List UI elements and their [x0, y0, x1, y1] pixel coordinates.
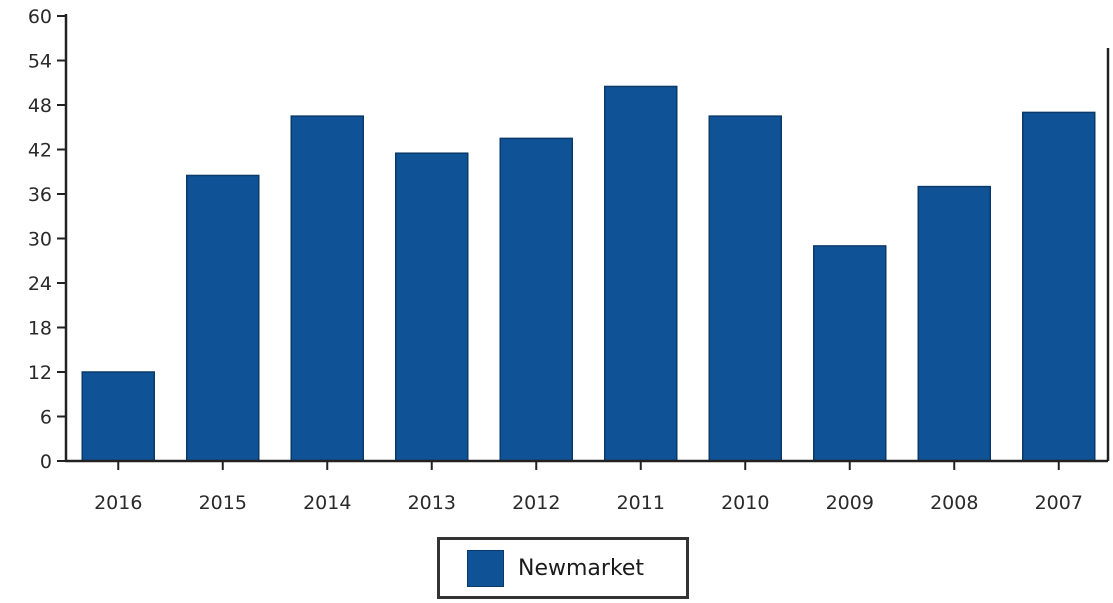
- y-axis-ticks: 0 6 12 18 24 30 36 42 48 54 60: [28, 6, 66, 473]
- x-tick-label-2008: 2008: [930, 492, 978, 514]
- y-tick-label: 18: [28, 318, 52, 340]
- bar-2016: [81, 371, 155, 462]
- y-tick-label: 30: [28, 229, 52, 251]
- legend-label-newmarket: Newmarket: [518, 555, 645, 581]
- y-tick-label: 36: [28, 184, 52, 206]
- bar-2013: [395, 152, 469, 462]
- y-tick-label: 42: [28, 140, 52, 162]
- y-tick-label: 48: [28, 95, 52, 117]
- x-tick-label-2009: 2009: [826, 492, 874, 514]
- bar-2014: [290, 115, 364, 462]
- legend-swatch-newmarket: [467, 549, 504, 587]
- x-tick-label-2014: 2014: [303, 492, 351, 514]
- x-tick-label-2012: 2012: [512, 492, 560, 514]
- x-tick-label-2013: 2013: [408, 492, 456, 514]
- bar-2007: [1022, 111, 1096, 462]
- bars-group: [81, 85, 1096, 462]
- x-tick-label-2010: 2010: [721, 492, 769, 514]
- bar-2009: [813, 245, 887, 462]
- x-tick-label-2011: 2011: [617, 492, 665, 514]
- bar-2012: [499, 137, 573, 462]
- legend: Newmarket: [437, 537, 689, 599]
- y-tick-label: 60: [28, 6, 52, 28]
- x-tick-label-2007: 2007: [1035, 492, 1083, 514]
- bar-2011: [604, 85, 678, 462]
- y-tick-label: 12: [28, 362, 52, 384]
- y-tick-label: 54: [28, 51, 52, 73]
- bar-2008: [917, 185, 991, 462]
- bar-2010: [708, 115, 782, 462]
- bar-2015: [186, 174, 260, 462]
- x-axis-ticks: 2016 2015 2014 2013 2012 2011 2010 2009 2008 2007: [94, 461, 1083, 514]
- x-tick-label-2015: 2015: [199, 492, 247, 514]
- y-tick-label: 0: [40, 451, 52, 473]
- y-tick-label: 6: [40, 407, 52, 429]
- x-tick-label-2016: 2016: [94, 492, 142, 514]
- y-tick-label: 24: [28, 273, 52, 295]
